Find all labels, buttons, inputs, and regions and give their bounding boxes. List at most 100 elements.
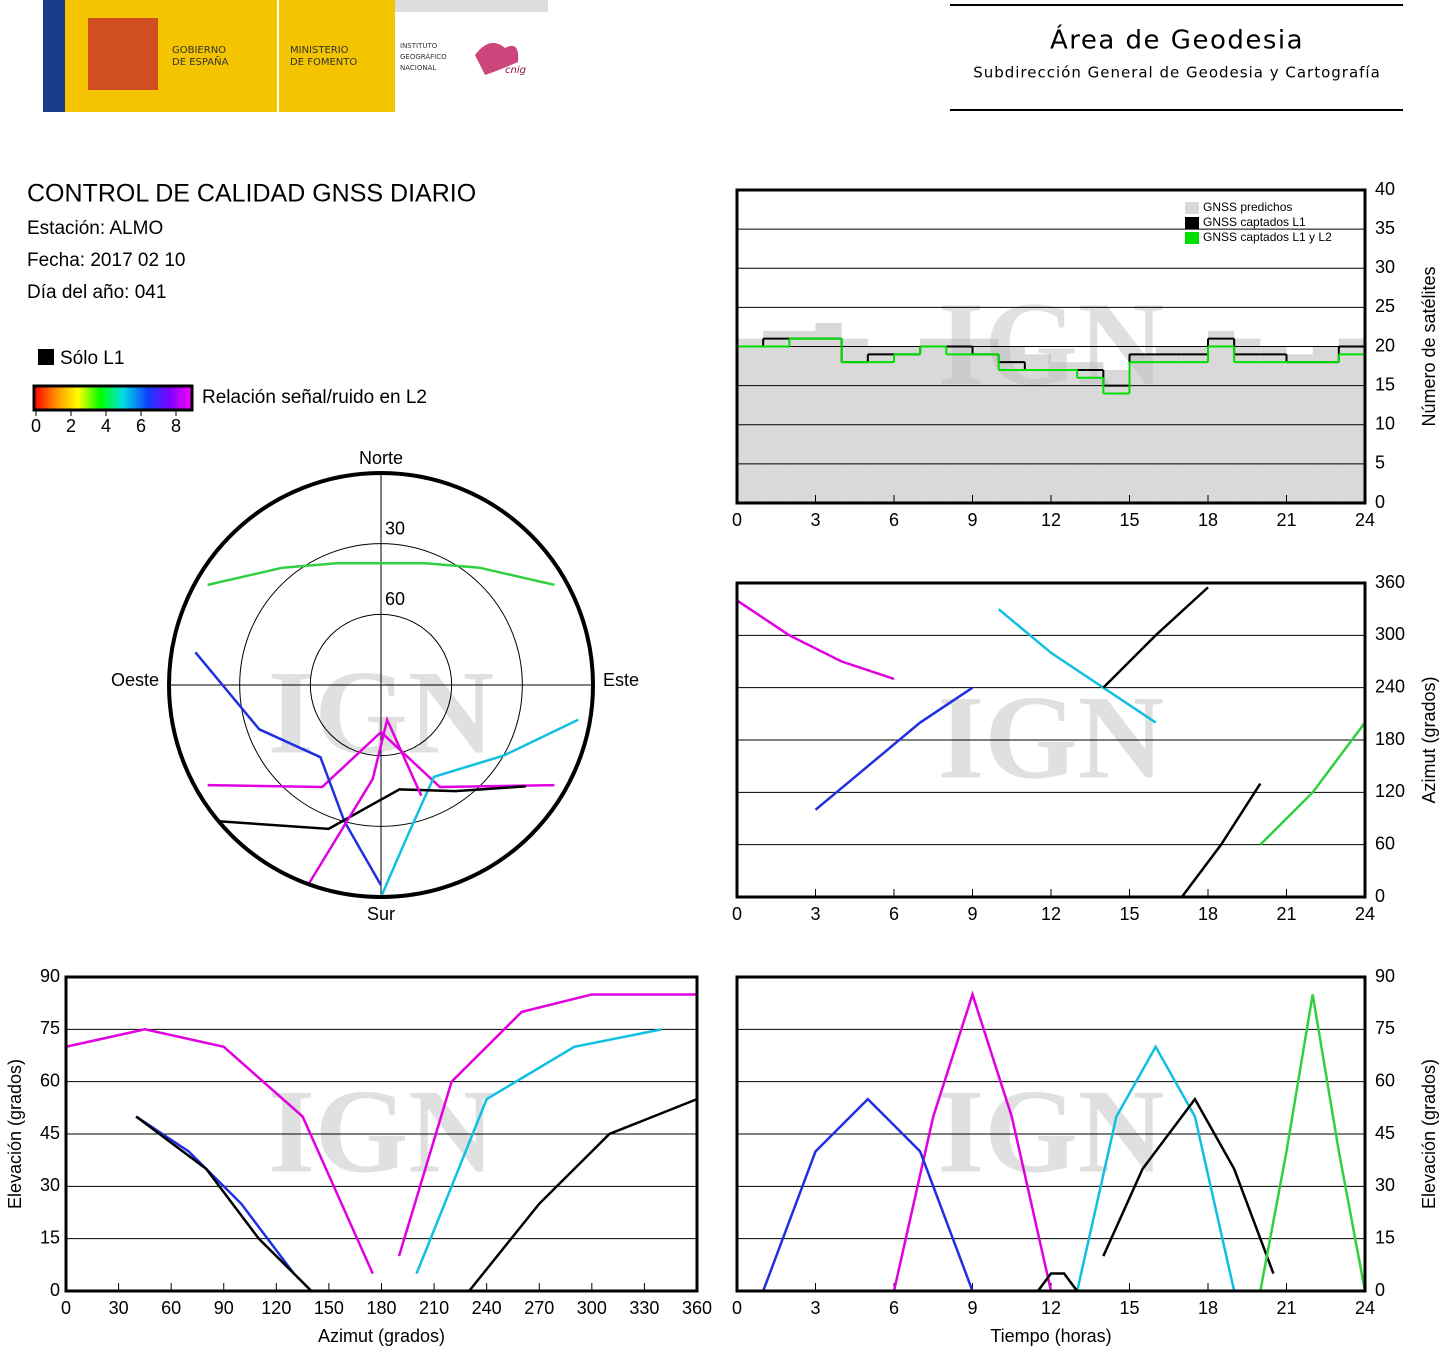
info: CONTROL DE CALIDAD GNSS DIARIO Estación:… [27, 180, 476, 412]
x-tick-label: 60 [161, 1298, 181, 1318]
satellite-track [1102, 586, 1209, 689]
y-axis-label: Elevación (grados) [5, 1059, 25, 1209]
y-tick-label: 300 [1375, 624, 1405, 644]
y-tick-label: 30 [40, 1175, 60, 1195]
x-axis-label: Tiempo (horas) [990, 1326, 1111, 1346]
y-axis-label: Azimut (grados) [1419, 676, 1439, 803]
legend-swatch [1185, 232, 1199, 244]
y-axis-label: Número de satélites [1419, 266, 1439, 426]
watermark: IGN [268, 1065, 495, 1198]
x-tick-label: 21 [1276, 1298, 1296, 1318]
y-tick-label: 90 [40, 966, 60, 986]
coat-of-arms [88, 18, 158, 90]
satellite-track [1180, 782, 1262, 898]
x-tick-label: 15 [1119, 510, 1139, 530]
y-tick-label: 40 [1375, 179, 1395, 199]
y-tick-label: 0 [1375, 1280, 1385, 1300]
plot-frame [735, 188, 1367, 505]
x-tick-label: 12 [1041, 510, 1061, 530]
y-tick-label: 60 [40, 1070, 60, 1090]
y-tick-label: 75 [40, 1018, 60, 1038]
predicted-area [763, 330, 790, 503]
y-tick-label: 15 [40, 1227, 60, 1247]
satellite-track [415, 1028, 663, 1275]
y-tick-label: 15 [1375, 374, 1395, 394]
legend-label: GNSS predichos [1203, 200, 1292, 214]
horizon [167, 471, 595, 899]
y-tick-label: 240 [1375, 676, 1405, 696]
y-tick-label: 60 [1375, 833, 1395, 853]
x-tick-label: 360 [682, 1298, 712, 1318]
satellite-track [468, 1097, 698, 1292]
y-tick-label: 30 [1375, 257, 1395, 277]
satellite-track [135, 1115, 313, 1292]
x-tick-label: 18 [1198, 904, 1218, 924]
x-tick-label: 0 [61, 1298, 71, 1318]
predicted-area [1129, 354, 1156, 503]
predicted-area [1024, 354, 1051, 503]
x-tick-label: 270 [524, 1298, 554, 1318]
ring-label: 60 [385, 589, 405, 609]
direction-north: Norte [359, 448, 403, 468]
predicted-area [1208, 330, 1235, 503]
plot-frame [735, 975, 1367, 1293]
satellite-track [1259, 721, 1367, 846]
x-tick-label: 330 [629, 1298, 659, 1318]
x-tick-label: 3 [810, 1298, 820, 1318]
snr-colorbar [32, 384, 194, 412]
satellite-track [207, 730, 555, 789]
l1-swatch [38, 349, 54, 365]
predicted-area [946, 338, 973, 503]
y-tick-label: 0 [1375, 492, 1385, 512]
predicted-area [737, 338, 764, 503]
y-tick-label: 120 [1375, 781, 1405, 801]
satellite-track [379, 718, 579, 898]
predicted-area [972, 338, 999, 503]
satellite-track [1259, 994, 1367, 1292]
y-tick-label: 30 [1375, 1175, 1395, 1195]
x-tick-label: 6 [889, 904, 899, 924]
legend-swatch [1185, 217, 1199, 229]
colorbar-tick-label: 4 [101, 416, 111, 436]
x-tick-label: 3 [810, 904, 820, 924]
day-of-year: Día del año: 041 [27, 282, 166, 303]
y-tick-label: 60 [1375, 1070, 1395, 1090]
x-tick-label: 6 [889, 510, 899, 530]
x-tick-label: 15 [1119, 904, 1139, 924]
predicted-area [789, 330, 816, 503]
cnig-text: cnig [505, 65, 526, 76]
elevation-ring [309, 613, 453, 757]
y-tick-label: 45 [40, 1123, 60, 1143]
x-tick-label: 21 [1276, 510, 1296, 530]
x-tick-label: 240 [472, 1298, 502, 1318]
colorbar-tick-label: 8 [171, 416, 181, 436]
colorbar-tick-label: 0 [31, 416, 41, 436]
y-tick-label: 0 [50, 1280, 60, 1300]
y-tick-label: 180 [1375, 729, 1405, 749]
x-tick-label: 9 [967, 1298, 977, 1318]
satellite-track [997, 608, 1157, 724]
ign-logo [475, 42, 519, 75]
satellite-track [761, 1097, 974, 1292]
y-tick-label: 45 [1375, 1123, 1395, 1143]
predicted-area [841, 338, 868, 503]
x-tick-label: 90 [214, 1298, 234, 1318]
elevation-ring [239, 543, 523, 827]
x-axis-label: Azimut (grados) [318, 1326, 445, 1346]
x-tick-label: 12 [1041, 1298, 1061, 1318]
x-tick-label: 180 [366, 1298, 396, 1318]
y-tick-label: 10 [1375, 414, 1395, 434]
l1-legend-label: Sólo L1 [60, 348, 124, 369]
satellite-track [814, 686, 974, 811]
x-tick-label: 9 [967, 510, 977, 530]
header: GOBIERNO DE ESPAÑA MINISTERIO DE FOMENTO… [43, 0, 1403, 112]
y-tick-label: 20 [1375, 335, 1395, 355]
ministry-text: MINISTERIO [290, 45, 349, 56]
x-tick-label: 0 [732, 510, 742, 530]
x-tick-label: 24 [1355, 510, 1375, 530]
direction-west: Oeste [111, 670, 159, 690]
predicted-area [1338, 338, 1365, 503]
satellite-track [218, 785, 526, 831]
legend-label: GNSS captados L1 [1203, 215, 1306, 229]
